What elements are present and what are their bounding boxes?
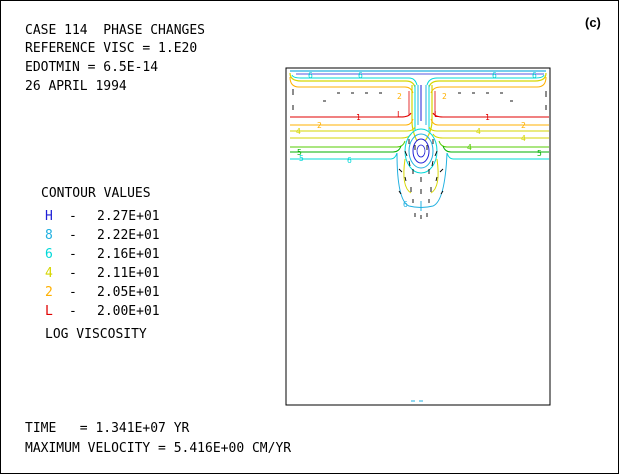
header-edotmin: EDOTMIN = 6.5E-14 bbox=[25, 60, 159, 75]
header-date: 26 APRIL 1994 bbox=[25, 79, 127, 94]
legend-value-0: 2.27E+01 bbox=[97, 209, 160, 224]
legend-dash-1: - bbox=[69, 228, 77, 243]
contour-label-6f: 6 bbox=[532, 71, 537, 80]
contour-line-2-top-left bbox=[289, 76, 414, 94]
plot-border bbox=[285, 67, 551, 406]
legend-symbol-2: 6 bbox=[45, 247, 53, 262]
drip-contour-4-right bbox=[430, 158, 439, 194]
contour-label-4c: 4 bbox=[521, 134, 526, 143]
contour-line-6-left bbox=[290, 152, 398, 160]
drip-contour-h bbox=[412, 138, 430, 164]
legend-symbol-1: 8 bbox=[45, 228, 53, 243]
legend-caption: LOG VISCOSITY bbox=[45, 327, 147, 342]
contour-label-2b: 2 bbox=[442, 92, 447, 101]
contour-line-2-left bbox=[290, 118, 414, 126]
footer-max-velocity: MAXIMUM VELOCITY = 5.416E+00 CM/YR bbox=[25, 441, 292, 456]
contour-line-1-right bbox=[432, 112, 549, 118]
contour-label-5a: 5 bbox=[297, 148, 302, 157]
contour-label-4d: 4 bbox=[467, 143, 472, 152]
contour-line-3-right bbox=[428, 126, 549, 132]
velocity-arrow bbox=[431, 160, 434, 167]
panel-tag: (c) bbox=[585, 15, 601, 30]
drip-contour-6 bbox=[404, 128, 438, 174]
legend-symbol-4: 2 bbox=[45, 285, 53, 300]
velocity-arrow bbox=[439, 168, 444, 173]
legend-value-1: 2.22E+01 bbox=[97, 228, 160, 243]
contour-label-6e: 6 bbox=[492, 71, 497, 80]
contour-line-4-right bbox=[432, 133, 549, 139]
legend-value-2: 2.16E+01 bbox=[97, 247, 160, 262]
legend-title: CONTOUR VALUES bbox=[41, 186, 151, 201]
legend-dash-3: - bbox=[69, 266, 77, 281]
velocity-arrow bbox=[398, 168, 403, 173]
contour-line-5a-right bbox=[438, 140, 549, 148]
velocity-arrow bbox=[408, 160, 411, 167]
contour-line-4-left bbox=[290, 133, 412, 139]
contour-line-5a-left bbox=[290, 140, 406, 148]
contour-label-l1: L bbox=[397, 110, 402, 119]
contour-line-4-top-left bbox=[289, 72, 416, 88]
legend-dash-4: - bbox=[69, 285, 77, 300]
contour-label-1b: 1 bbox=[485, 113, 490, 122]
legend-symbol-0: H bbox=[45, 209, 53, 224]
legend-value-3: 2.11E+01 bbox=[97, 266, 160, 281]
contour-line-4-top-right bbox=[428, 72, 547, 88]
contour-label-2a: 2 bbox=[397, 92, 402, 101]
velocity-arrow bbox=[434, 150, 438, 157]
contour-label-5c: 5 bbox=[299, 154, 304, 163]
legend-dash-0: - bbox=[69, 209, 77, 224]
contour-line-2-right bbox=[430, 118, 549, 126]
contour-line-5-left bbox=[290, 145, 402, 153]
contour-line-6-right bbox=[446, 152, 549, 160]
contour-line-3-left bbox=[290, 126, 416, 132]
legend-symbol-3: 4 bbox=[45, 266, 53, 281]
drip-contour-inner bbox=[416, 144, 426, 158]
drip-contour-4-left bbox=[403, 158, 412, 194]
contour-label-6c: 6 bbox=[308, 71, 313, 80]
contour-label-4a: 4 bbox=[296, 127, 301, 136]
velocity-arrow bbox=[440, 190, 444, 195]
contour-line-2-top-right bbox=[430, 76, 547, 94]
legend-symbol-5: L bbox=[45, 304, 53, 319]
contour-line-6-top-left bbox=[291, 74, 418, 86]
contour-line-6-top-right bbox=[426, 74, 545, 86]
contour-label-6b: 6 bbox=[403, 200, 408, 209]
legend-dash-2: - bbox=[69, 247, 77, 262]
legend-dash-5: - bbox=[69, 304, 77, 319]
contour-label-5b: 5 bbox=[537, 149, 542, 158]
legend-value-5: 2.00E+01 bbox=[97, 304, 160, 319]
header-case: CASE 114 PHASE CHANGES bbox=[25, 23, 206, 38]
velocity-arrow bbox=[404, 150, 408, 157]
legend-value-4: 2.05E+01 bbox=[97, 285, 160, 300]
drip-contour-8 bbox=[408, 133, 434, 169]
velocity-arrow bbox=[398, 190, 402, 195]
velocity-field bbox=[292, 89, 547, 219]
contour-label-2d: 2 bbox=[521, 121, 526, 130]
footer-time: TIME = 1.341E+07 YR bbox=[25, 421, 190, 436]
contour-label-2c: 2 bbox=[317, 121, 322, 130]
contour-label-4b: 4 bbox=[476, 127, 481, 136]
contour-line-1-left bbox=[290, 112, 412, 118]
header-reference-visc: REFERENCE VISC = 1.E20 bbox=[25, 41, 198, 56]
velocity-arrow bbox=[435, 176, 438, 182]
contour-label-1a: 1 bbox=[356, 113, 361, 122]
contour-label-6a: 6 bbox=[347, 156, 352, 165]
contour-label-l2: L bbox=[434, 110, 439, 119]
contour-label-6d: 6 bbox=[358, 71, 363, 80]
contour-line-5-right bbox=[442, 145, 549, 153]
velocity-arrow bbox=[404, 176, 407, 182]
